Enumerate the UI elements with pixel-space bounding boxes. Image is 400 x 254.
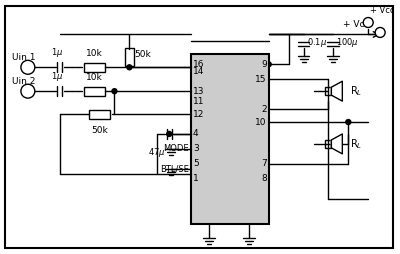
Text: + Vcc: + Vcc bbox=[370, 6, 395, 14]
Circle shape bbox=[346, 120, 351, 124]
Circle shape bbox=[21, 84, 35, 98]
Text: 9: 9 bbox=[261, 60, 267, 69]
Text: 1$\mu$: 1$\mu$ bbox=[50, 46, 63, 59]
Polygon shape bbox=[331, 81, 342, 101]
Circle shape bbox=[363, 18, 373, 27]
Circle shape bbox=[21, 60, 35, 74]
Text: + Vcc: + Vcc bbox=[343, 21, 370, 29]
Circle shape bbox=[167, 132, 172, 136]
Text: BTL/SE: BTL/SE bbox=[160, 164, 189, 173]
Text: 8: 8 bbox=[261, 174, 267, 183]
Text: 11: 11 bbox=[193, 97, 204, 106]
Text: 50k: 50k bbox=[134, 50, 151, 59]
Circle shape bbox=[127, 65, 132, 70]
Text: 12: 12 bbox=[193, 109, 204, 119]
Bar bbox=[84, 63, 106, 72]
Bar bbox=[125, 48, 134, 66]
Text: 10k: 10k bbox=[86, 73, 103, 82]
Polygon shape bbox=[331, 134, 342, 154]
Text: 0.1$\mu$: 0.1$\mu$ bbox=[306, 36, 327, 49]
Text: 5: 5 bbox=[193, 159, 199, 168]
Bar bbox=[84, 87, 106, 96]
Text: R$_L$: R$_L$ bbox=[350, 137, 362, 151]
Circle shape bbox=[112, 89, 117, 94]
Bar bbox=[326, 87, 331, 95]
Text: 16: 16 bbox=[193, 60, 204, 69]
Text: Uin 1: Uin 1 bbox=[12, 53, 36, 62]
Text: 100$\mu$: 100$\mu$ bbox=[336, 36, 359, 49]
Text: 50k: 50k bbox=[91, 126, 108, 135]
Bar bbox=[88, 109, 110, 119]
Text: 13: 13 bbox=[193, 87, 204, 96]
Text: 14: 14 bbox=[193, 67, 204, 76]
Bar bbox=[191, 54, 269, 224]
Text: 3: 3 bbox=[193, 144, 199, 153]
Text: 4: 4 bbox=[193, 130, 199, 138]
Text: 47$\mu$: 47$\mu$ bbox=[148, 146, 166, 159]
Text: 10k: 10k bbox=[86, 49, 103, 58]
Text: 15: 15 bbox=[255, 75, 267, 84]
Text: Uin 2: Uin 2 bbox=[12, 77, 35, 86]
Text: R$_L$: R$_L$ bbox=[350, 84, 362, 98]
Text: MODE: MODE bbox=[164, 144, 189, 153]
Text: 2: 2 bbox=[261, 105, 267, 114]
Circle shape bbox=[375, 27, 385, 37]
Text: 10: 10 bbox=[255, 118, 267, 126]
Text: 1: 1 bbox=[193, 174, 199, 183]
Bar bbox=[326, 140, 331, 148]
Text: 1$\mu$: 1$\mu$ bbox=[50, 70, 63, 83]
Text: 7: 7 bbox=[261, 159, 267, 168]
Circle shape bbox=[266, 62, 271, 67]
